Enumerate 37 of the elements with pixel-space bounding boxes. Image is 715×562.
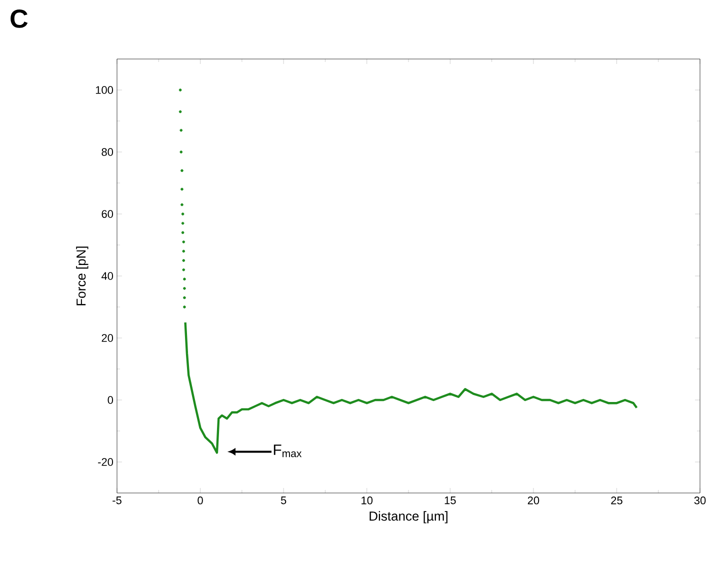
x-tick-label: 15 bbox=[444, 496, 456, 504]
point bbox=[180, 203, 184, 206]
point bbox=[181, 222, 184, 225]
point bbox=[181, 212, 184, 216]
x-axis-title: Distance [µm] bbox=[370, 511, 448, 524]
x-tick-label: 20 bbox=[528, 496, 540, 504]
y-tick-label: -20 bbox=[98, 458, 114, 466]
x-tick-label: -5 bbox=[112, 496, 122, 504]
point bbox=[180, 188, 184, 191]
point bbox=[182, 268, 186, 272]
point bbox=[181, 231, 184, 234]
chart-title: C bbox=[10, 10, 28, 28]
point bbox=[178, 88, 182, 92]
y-tick-label: 40 bbox=[101, 272, 114, 280]
x-tick-label: 5 bbox=[280, 496, 286, 504]
x-tick-label: 0 bbox=[198, 496, 203, 504]
y-axis-title: Force [pN] bbox=[76, 246, 88, 306]
x-tick-label: 10 bbox=[362, 496, 373, 504]
point bbox=[183, 306, 186, 308]
point bbox=[182, 240, 186, 244]
point bbox=[180, 150, 183, 154]
point bbox=[183, 278, 186, 280]
y-tick-label: 80 bbox=[102, 148, 114, 156]
point bbox=[178, 110, 182, 114]
point bbox=[183, 296, 186, 300]
y-tick-label: 60 bbox=[102, 210, 114, 218]
point bbox=[180, 128, 183, 132]
y-tick-label: 0 bbox=[108, 396, 114, 404]
x-tick-label: 25 bbox=[611, 496, 622, 504]
y-tick-label: 20 bbox=[102, 334, 114, 342]
point bbox=[182, 259, 186, 262]
point bbox=[180, 169, 184, 172]
x-tick-label: 30 bbox=[694, 496, 706, 504]
annotation: F$_{max}$ bbox=[274, 444, 302, 458]
point bbox=[183, 286, 186, 290]
y-tick-label: 100 bbox=[96, 86, 114, 94]
point bbox=[182, 250, 186, 253]
